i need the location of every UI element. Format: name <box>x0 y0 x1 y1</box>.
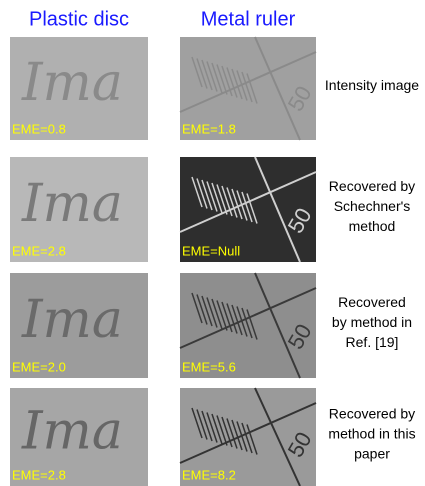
eme-label: EME=2.8 <box>12 243 66 258</box>
row-label: Intensity image <box>325 77 419 93</box>
disc-image: Ima EME=0.8 <box>10 37 148 140</box>
disc-image: Ima EME=2.0 <box>10 273 148 378</box>
eme-label: EME=8.2 <box>182 467 236 482</box>
row-label: Recovered by <box>329 406 415 422</box>
image-content: Ima <box>21 174 123 234</box>
column-header: Metal ruler <box>201 8 296 30</box>
figure: Plastic disc Metal ruler Ima EME=0.8 50EME… <box>0 0 425 486</box>
image-content: Ima <box>21 290 123 350</box>
row-label: paper <box>354 446 390 462</box>
disc-image: Ima EME=2.8 <box>10 157 148 262</box>
eme-label: EME=1.8 <box>182 121 236 136</box>
eme-label: EME=Null <box>182 243 240 258</box>
eme-label: EME=0.8 <box>12 121 66 136</box>
eme-label: EME=2.0 <box>12 359 66 374</box>
row-label: method in this <box>328 426 415 442</box>
disc-image: Ima EME=2.8 <box>10 388 148 486</box>
row-label: Schechner's <box>334 198 411 214</box>
eme-label: EME=2.8 <box>12 467 66 482</box>
row-label: Ref. [19] <box>346 334 399 350</box>
image-content: Ima <box>21 53 123 113</box>
row-label: by method in <box>332 314 412 330</box>
column-header: Plastic disc <box>29 8 129 30</box>
row-label: method <box>349 218 396 234</box>
image-content: Ima <box>21 402 123 462</box>
row-label: Recovered <box>338 294 406 310</box>
eme-label: EME=5.6 <box>182 359 236 374</box>
row-label: Recovered by <box>329 178 415 194</box>
